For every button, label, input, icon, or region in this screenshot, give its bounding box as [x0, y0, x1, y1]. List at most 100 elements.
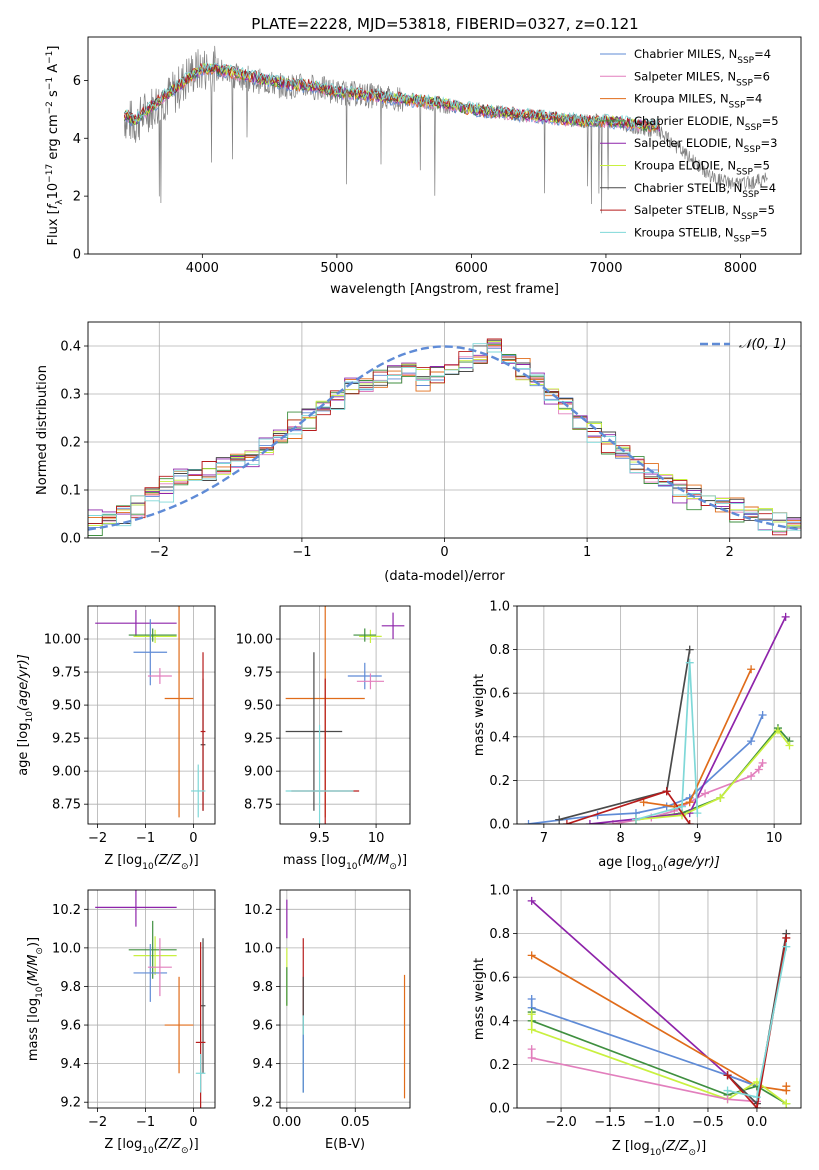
plot-area — [95, 890, 206, 1108]
x-axis-label: wavelength [Angstrom, rest frame] — [330, 282, 559, 297]
data-point-marker — [631, 815, 640, 824]
weight-vs-metallicity-panel: −2.0 −1.5 −1.0 −0.5 0.0 0.0 0.2 0.4 0.6 0.8 1.0 Z [… — [472, 884, 802, 1158]
series-line — [635, 728, 791, 821]
x-axis-label: (data-model)/error — [384, 569, 505, 584]
x-tick-label: 9 — [693, 831, 701, 846]
x-tick-label: −2 — [88, 1115, 107, 1130]
y-tick-label: 9.2 — [252, 1096, 273, 1111]
data-point-marker — [685, 658, 694, 667]
x-tick-label: 2 — [726, 545, 734, 560]
y-tick-label: 0.0 — [489, 818, 510, 833]
y-tick-label: 0.4 — [489, 730, 510, 745]
data-point-marker — [723, 1071, 732, 1080]
x-tick-label: 7 — [540, 831, 548, 846]
legend-entry: Kroupa STELIB, NSSP=5 — [634, 225, 767, 244]
y-tick-label: 9.50 — [244, 699, 273, 714]
y-tick-label: 0.0 — [489, 1102, 510, 1117]
y-tick-label: 1.0 — [489, 884, 510, 899]
x-tick-label: 10 — [368, 831, 385, 846]
y-tick-label: 9.4 — [60, 1057, 81, 1072]
y-tick-label: 0.1 — [60, 484, 81, 499]
y-tick-label: 8.75 — [52, 798, 81, 813]
x-tick-label: 0 — [189, 1115, 197, 1130]
axes-frame — [87, 605, 216, 825]
y-tick-label: 4 — [73, 132, 81, 147]
data-point-marker — [747, 737, 756, 746]
y-tick-label: 10.0 — [52, 941, 81, 956]
data-point-marker — [527, 951, 536, 960]
axes-frame — [516, 889, 802, 1109]
series-line — [530, 1049, 757, 1103]
series-line — [531, 900, 758, 1087]
x-tick-label: −2 — [88, 831, 107, 846]
y-tick-label: 1.0 — [489, 600, 510, 615]
data-point-marker — [723, 1086, 732, 1095]
mass-vs-extinction-panel: 0.00 0.05 9.2 9.4 9.6 9.8 10.0 10.2 E(B-V) — [244, 889, 411, 1152]
data-point-marker — [773, 726, 782, 735]
data-point-marker — [782, 942, 791, 951]
y-tick-label: 10.2 — [52, 903, 81, 918]
y-tick-label: 0.4 — [489, 1014, 510, 1029]
x-tick-label: −1.0 — [643, 1115, 675, 1130]
data-point-marker — [785, 741, 794, 750]
data-point-marker — [693, 809, 702, 818]
residual-histogram-panel: −2 −1 0 1 2 0.0 0.1 0.2 0.3 0.4 𝒩(0, 1) (data-model… — [35, 321, 802, 584]
data-point-marker — [716, 793, 725, 802]
y-tick-label: 9.00 — [244, 765, 273, 780]
series-line — [528, 714, 764, 824]
y-tick-label: 10.0 — [244, 941, 273, 956]
axes-frame — [279, 889, 411, 1109]
plot-area — [286, 899, 406, 1099]
x-axis-label: E(B-V) — [325, 1137, 365, 1152]
y-tick-label: 0.3 — [60, 388, 81, 403]
data-point-marker — [754, 765, 763, 774]
x-axis-label: Z [log10(Z/Z⊙)] — [104, 1137, 198, 1156]
axes-frame — [87, 321, 802, 539]
legend-entry: Kroupa MILES, NSSP=4 — [634, 92, 762, 111]
data-point-marker — [781, 612, 790, 621]
weight-vs-age-panel: 7 8 9 10 0.0 0.2 0.4 0.6 0.8 1.0 age [log10(age/yr… — [472, 600, 802, 874]
x-tick-label: 4000 — [186, 261, 219, 276]
spectrum-panel: 4000 5000 6000 7000 8000 0 2 4 6 wavelength [Angs… — [45, 36, 802, 297]
legend-entry: Chabrier ELODIE, NSSP=5 — [634, 114, 779, 133]
x-tick-label: −1.5 — [594, 1115, 626, 1130]
axes-frame — [279, 605, 411, 825]
data-point-marker — [555, 815, 564, 824]
data-point-marker — [524, 820, 533, 824]
data-point-marker — [527, 1025, 536, 1034]
y-tick-label: 9.75 — [244, 666, 273, 681]
x-tick-label: −1 — [292, 545, 311, 560]
plot-area — [95, 606, 206, 818]
x-tick-label: −2.0 — [545, 1115, 577, 1130]
data-point-marker — [782, 933, 791, 942]
data-point-marker — [752, 1104, 761, 1108]
x-axis-label: mass [log10(M/M⊙)] — [283, 853, 407, 872]
legend-entry: Chabrier MILES, NSSP=4 — [634, 47, 771, 66]
y-tick-label: 9.8 — [252, 980, 273, 995]
legend-entry: Salpeter ELODIE, NSSP=3 — [634, 136, 777, 155]
data-point-marker — [585, 820, 594, 824]
legend-entry: Kroupa ELODIE, NSSP=5 — [634, 159, 770, 178]
y-tick-label: 0.2 — [489, 1058, 510, 1073]
data-point-marker — [747, 665, 756, 674]
data-point-marker — [527, 1010, 536, 1019]
data-point-marker — [527, 896, 536, 905]
y-tick-label: 0.2 — [489, 774, 510, 789]
legend-entry: Salpeter STELIB, NSSP=5 — [634, 203, 775, 222]
data-point-marker — [685, 820, 694, 824]
y-tick-label: 9.25 — [52, 732, 81, 747]
x-tick-label: −1 — [136, 1115, 155, 1130]
plot-area — [285, 606, 405, 824]
data-point-marker — [758, 758, 767, 767]
x-tick-label: 0.00 — [272, 1115, 301, 1130]
x-axis-label: Z [log10(Z/Z⊙)] — [612, 1139, 706, 1158]
y-axis-label: mass weight — [472, 958, 487, 1040]
data-point-marker — [527, 995, 536, 1003]
x-tick-label: −0.5 — [692, 1115, 724, 1130]
x-tick-label: 0 — [440, 545, 448, 560]
data-point-marker — [662, 787, 671, 796]
model-spectrum-line-kroupa-stelib — [124, 62, 660, 129]
series-line — [635, 662, 699, 821]
y-tick-label: 9.25 — [244, 732, 273, 747]
